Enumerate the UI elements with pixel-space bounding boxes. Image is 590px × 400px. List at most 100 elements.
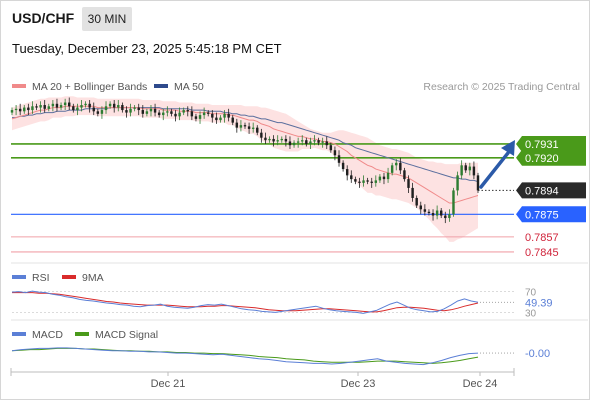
candle-body <box>419 205 422 210</box>
candle-body <box>68 102 71 107</box>
candle-body <box>448 214 451 219</box>
legend-rsi-swatch <box>12 275 26 279</box>
rsi-ma-line <box>12 292 479 313</box>
candle-body <box>121 105 124 111</box>
level-label-last: 0.7894 <box>525 185 559 197</box>
macd-signal-line <box>11 347 479 364</box>
candle-body <box>104 106 108 111</box>
candle-body <box>178 112 181 117</box>
candle-body <box>423 209 427 212</box>
level-tag-resistance <box>516 149 586 166</box>
candle-body <box>260 132 263 138</box>
candle-body <box>317 140 320 143</box>
rsi-last-value: 49.39 <box>525 297 553 309</box>
level-label-pivot: 0.7875 <box>525 209 559 221</box>
candle-body <box>350 175 353 180</box>
candle-body <box>211 113 214 118</box>
candle-body <box>166 111 169 113</box>
candle-body <box>190 111 194 117</box>
candle-body <box>390 165 394 173</box>
candle-body <box>125 110 128 113</box>
candle-body <box>464 165 467 171</box>
candle-body <box>313 140 316 142</box>
candle-body <box>194 116 198 119</box>
candle-body <box>80 105 83 108</box>
candle-body <box>227 113 230 118</box>
candle-body <box>284 138 288 142</box>
candle-body <box>84 103 87 106</box>
candle-body <box>407 179 410 188</box>
candle-body <box>129 108 132 113</box>
rsi-tick-70: 70 <box>525 288 537 299</box>
candle-body <box>31 106 34 111</box>
candle-body <box>382 176 386 180</box>
candle-body <box>219 117 222 121</box>
candle-body <box>35 106 38 108</box>
candle-body <box>403 170 406 180</box>
candle-body <box>460 165 463 176</box>
candle-body <box>153 108 157 113</box>
candle-body <box>43 105 46 109</box>
legend-macd-signal-label: MACD Signal <box>95 329 158 341</box>
candle-body <box>108 103 112 107</box>
candle-body <box>399 162 402 171</box>
candle-body <box>456 175 459 191</box>
candle-body <box>133 107 136 109</box>
candle-body <box>452 190 455 215</box>
candle-body <box>215 117 218 121</box>
candle-body <box>223 113 226 118</box>
candle-body <box>280 138 284 141</box>
candle-body <box>14 108 18 111</box>
candle-body <box>395 162 398 166</box>
level-label-resistance: 0.7920 <box>525 153 559 165</box>
candle-body <box>358 181 361 183</box>
candle-body <box>239 125 243 128</box>
candle-body <box>186 110 189 112</box>
level-tag-resistance <box>516 135 586 152</box>
candle-body <box>100 110 104 114</box>
candle-body <box>292 142 296 146</box>
candle-body <box>354 179 357 182</box>
candle-body <box>235 122 239 128</box>
candle-body <box>256 127 259 133</box>
candle-body <box>305 140 308 144</box>
candle-body <box>92 107 95 112</box>
legend-macd-signal-swatch <box>75 332 89 336</box>
candle-body <box>231 117 234 123</box>
candle-body <box>55 103 59 108</box>
candle-body <box>170 111 173 114</box>
candle-body <box>288 141 292 146</box>
timeframe-button[interactable]: 30 MIN <box>82 7 132 31</box>
rsi-tick-30: 30 <box>525 308 537 319</box>
credit-text: Research © 2025 Trading Central <box>423 81 580 93</box>
legend-rsi-label: RSI <box>32 272 50 284</box>
x-tick-label: Dec 23 <box>341 378 376 390</box>
x-tick-label: Dec 21 <box>151 378 186 390</box>
candle-body <box>137 107 140 111</box>
candle-body <box>472 166 476 176</box>
candle-body <box>476 175 480 191</box>
candle-body <box>321 141 324 143</box>
candle-body <box>386 172 390 180</box>
candle-body <box>202 112 206 116</box>
candle-body <box>174 113 177 117</box>
rsi-line <box>11 290 479 314</box>
candle-body <box>439 210 443 216</box>
candle-body <box>76 107 79 111</box>
candle-body <box>333 150 337 156</box>
candle-body <box>59 105 63 108</box>
candle-body <box>329 145 333 151</box>
legend-rsi9ma-swatch <box>62 275 76 279</box>
legend-rsi9ma-label: 9MA <box>82 272 104 284</box>
candle-body <box>296 141 300 143</box>
candle-body <box>268 138 271 141</box>
level-tag-last <box>516 182 586 199</box>
candle-body <box>427 211 431 214</box>
candle-body <box>374 180 378 183</box>
candle-body <box>18 108 22 112</box>
candle-body <box>157 112 161 116</box>
candle-body <box>468 166 472 171</box>
candle-body <box>362 180 365 183</box>
legend-macd-label: MACD <box>32 329 63 341</box>
